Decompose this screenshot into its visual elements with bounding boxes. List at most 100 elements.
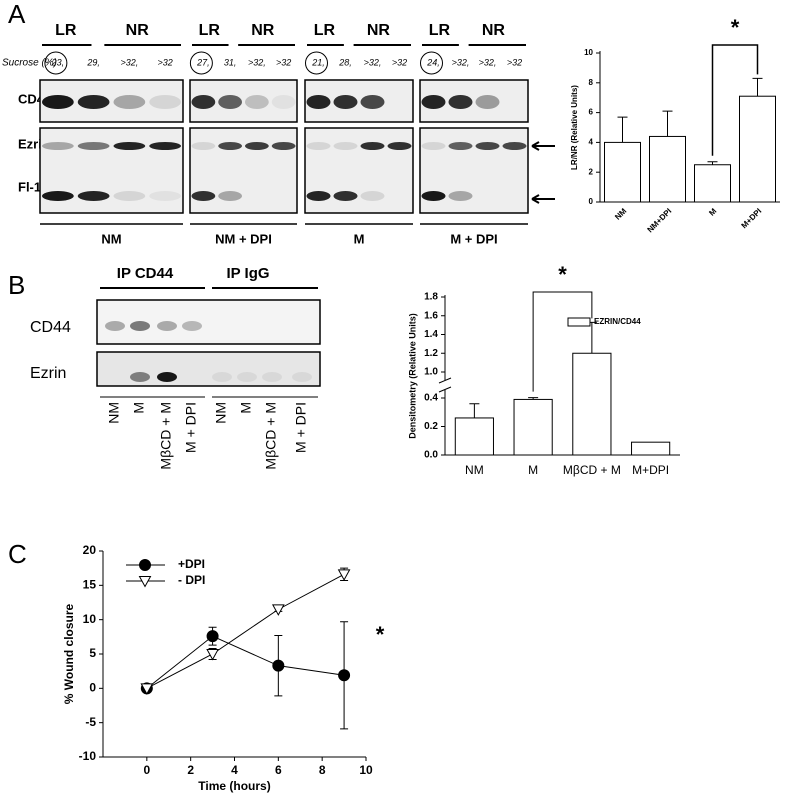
y-tick-label: 10 <box>584 48 593 57</box>
x-axis-label: Time (hours) <box>198 779 270 793</box>
band <box>77 95 110 109</box>
lane-label: MβCD + M <box>158 402 174 470</box>
band <box>292 372 312 382</box>
band <box>182 372 202 382</box>
band <box>306 191 331 201</box>
band <box>237 372 257 382</box>
band <box>448 142 473 150</box>
axis-break <box>439 380 451 390</box>
band <box>502 142 527 150</box>
band <box>421 142 446 150</box>
band <box>157 321 177 331</box>
band <box>271 142 296 150</box>
legend-marker <box>138 576 152 588</box>
legend-label: - DPI <box>178 573 205 587</box>
point <box>337 569 351 581</box>
band <box>105 321 125 331</box>
significance-bracket <box>711 44 759 156</box>
band <box>476 191 500 201</box>
y-tick-label: 4 <box>589 138 594 147</box>
band <box>41 95 74 109</box>
point <box>272 659 285 672</box>
y-tick-label: -5 <box>85 715 96 729</box>
band <box>245 191 269 201</box>
y-tick-label: 15 <box>83 578 97 592</box>
band <box>212 372 232 382</box>
lane-label: M <box>238 402 254 414</box>
bar <box>513 398 553 456</box>
point <box>206 630 219 643</box>
x-tick-label: 8 <box>319 763 326 777</box>
band <box>272 191 296 201</box>
point <box>140 683 154 695</box>
lane-label: M <box>131 402 147 414</box>
series-line <box>146 635 345 689</box>
band <box>503 191 527 201</box>
band <box>262 372 282 382</box>
y-tick-label: 6 <box>589 108 594 117</box>
band <box>41 142 74 150</box>
error-bar <box>752 77 763 97</box>
circle-mark <box>189 51 213 75</box>
band <box>41 191 74 201</box>
band <box>244 95 269 109</box>
nr-header: NR <box>482 22 506 39</box>
band <box>503 95 527 109</box>
bar <box>739 95 776 203</box>
band <box>333 95 358 109</box>
band <box>237 321 257 331</box>
legend-label: EZRIN/CD44 <box>594 317 641 326</box>
x-tick-label: M+DPI <box>740 207 764 231</box>
error-bar <box>617 116 628 143</box>
circle-mark <box>305 51 328 75</box>
group-label: NM <box>101 231 121 246</box>
band <box>388 191 412 201</box>
lane-label: M + DPI <box>183 402 199 453</box>
band <box>421 95 446 109</box>
group-label: NM + DPI <box>215 231 272 246</box>
x-tick-label: NM <box>613 206 628 221</box>
x-tick-label: 10 <box>359 763 373 777</box>
band <box>333 191 358 201</box>
band <box>387 142 412 150</box>
x-tick-label: 2 <box>187 763 194 777</box>
band <box>191 191 216 201</box>
group-label: M <box>354 231 365 246</box>
band <box>218 191 243 201</box>
annotation: * <box>731 15 740 40</box>
annotation: * <box>376 622 385 647</box>
band <box>130 372 150 382</box>
fraction-label: >32 <box>392 57 407 67</box>
y-tick-label: 0.0 <box>424 450 438 461</box>
fraction-label: >32 <box>276 57 291 67</box>
bar <box>454 417 494 456</box>
band <box>191 95 216 109</box>
lane-label: M + DPI <box>293 402 309 453</box>
band <box>360 142 385 150</box>
band <box>475 142 500 150</box>
y-tick-label: 2 <box>589 167 594 176</box>
fraction-label: 29, <box>86 57 100 67</box>
band <box>191 142 216 150</box>
band <box>388 95 412 109</box>
band <box>448 191 473 201</box>
blot <box>96 351 321 387</box>
y-tick-label: 10 <box>83 612 97 626</box>
row-label: Ezrin <box>30 365 66 382</box>
y-tick-label: 1.8 <box>424 292 438 303</box>
point <box>271 604 285 616</box>
y-tick-label: 1.0 <box>424 367 438 378</box>
fraction-label: 23, <box>51 57 65 67</box>
band <box>149 95 182 109</box>
fraction-label: 21, <box>311 57 325 67</box>
band <box>113 142 146 150</box>
band <box>130 321 150 331</box>
panel-label: B <box>8 270 25 300</box>
y-tick-label: 0 <box>589 197 594 206</box>
y-tick-label: 20 <box>83 543 97 557</box>
ip-label: IP CD44 <box>117 265 174 282</box>
fraction-label: 24, <box>426 57 440 67</box>
y-tick-label: 1.6 <box>424 310 438 321</box>
band <box>218 142 243 150</box>
